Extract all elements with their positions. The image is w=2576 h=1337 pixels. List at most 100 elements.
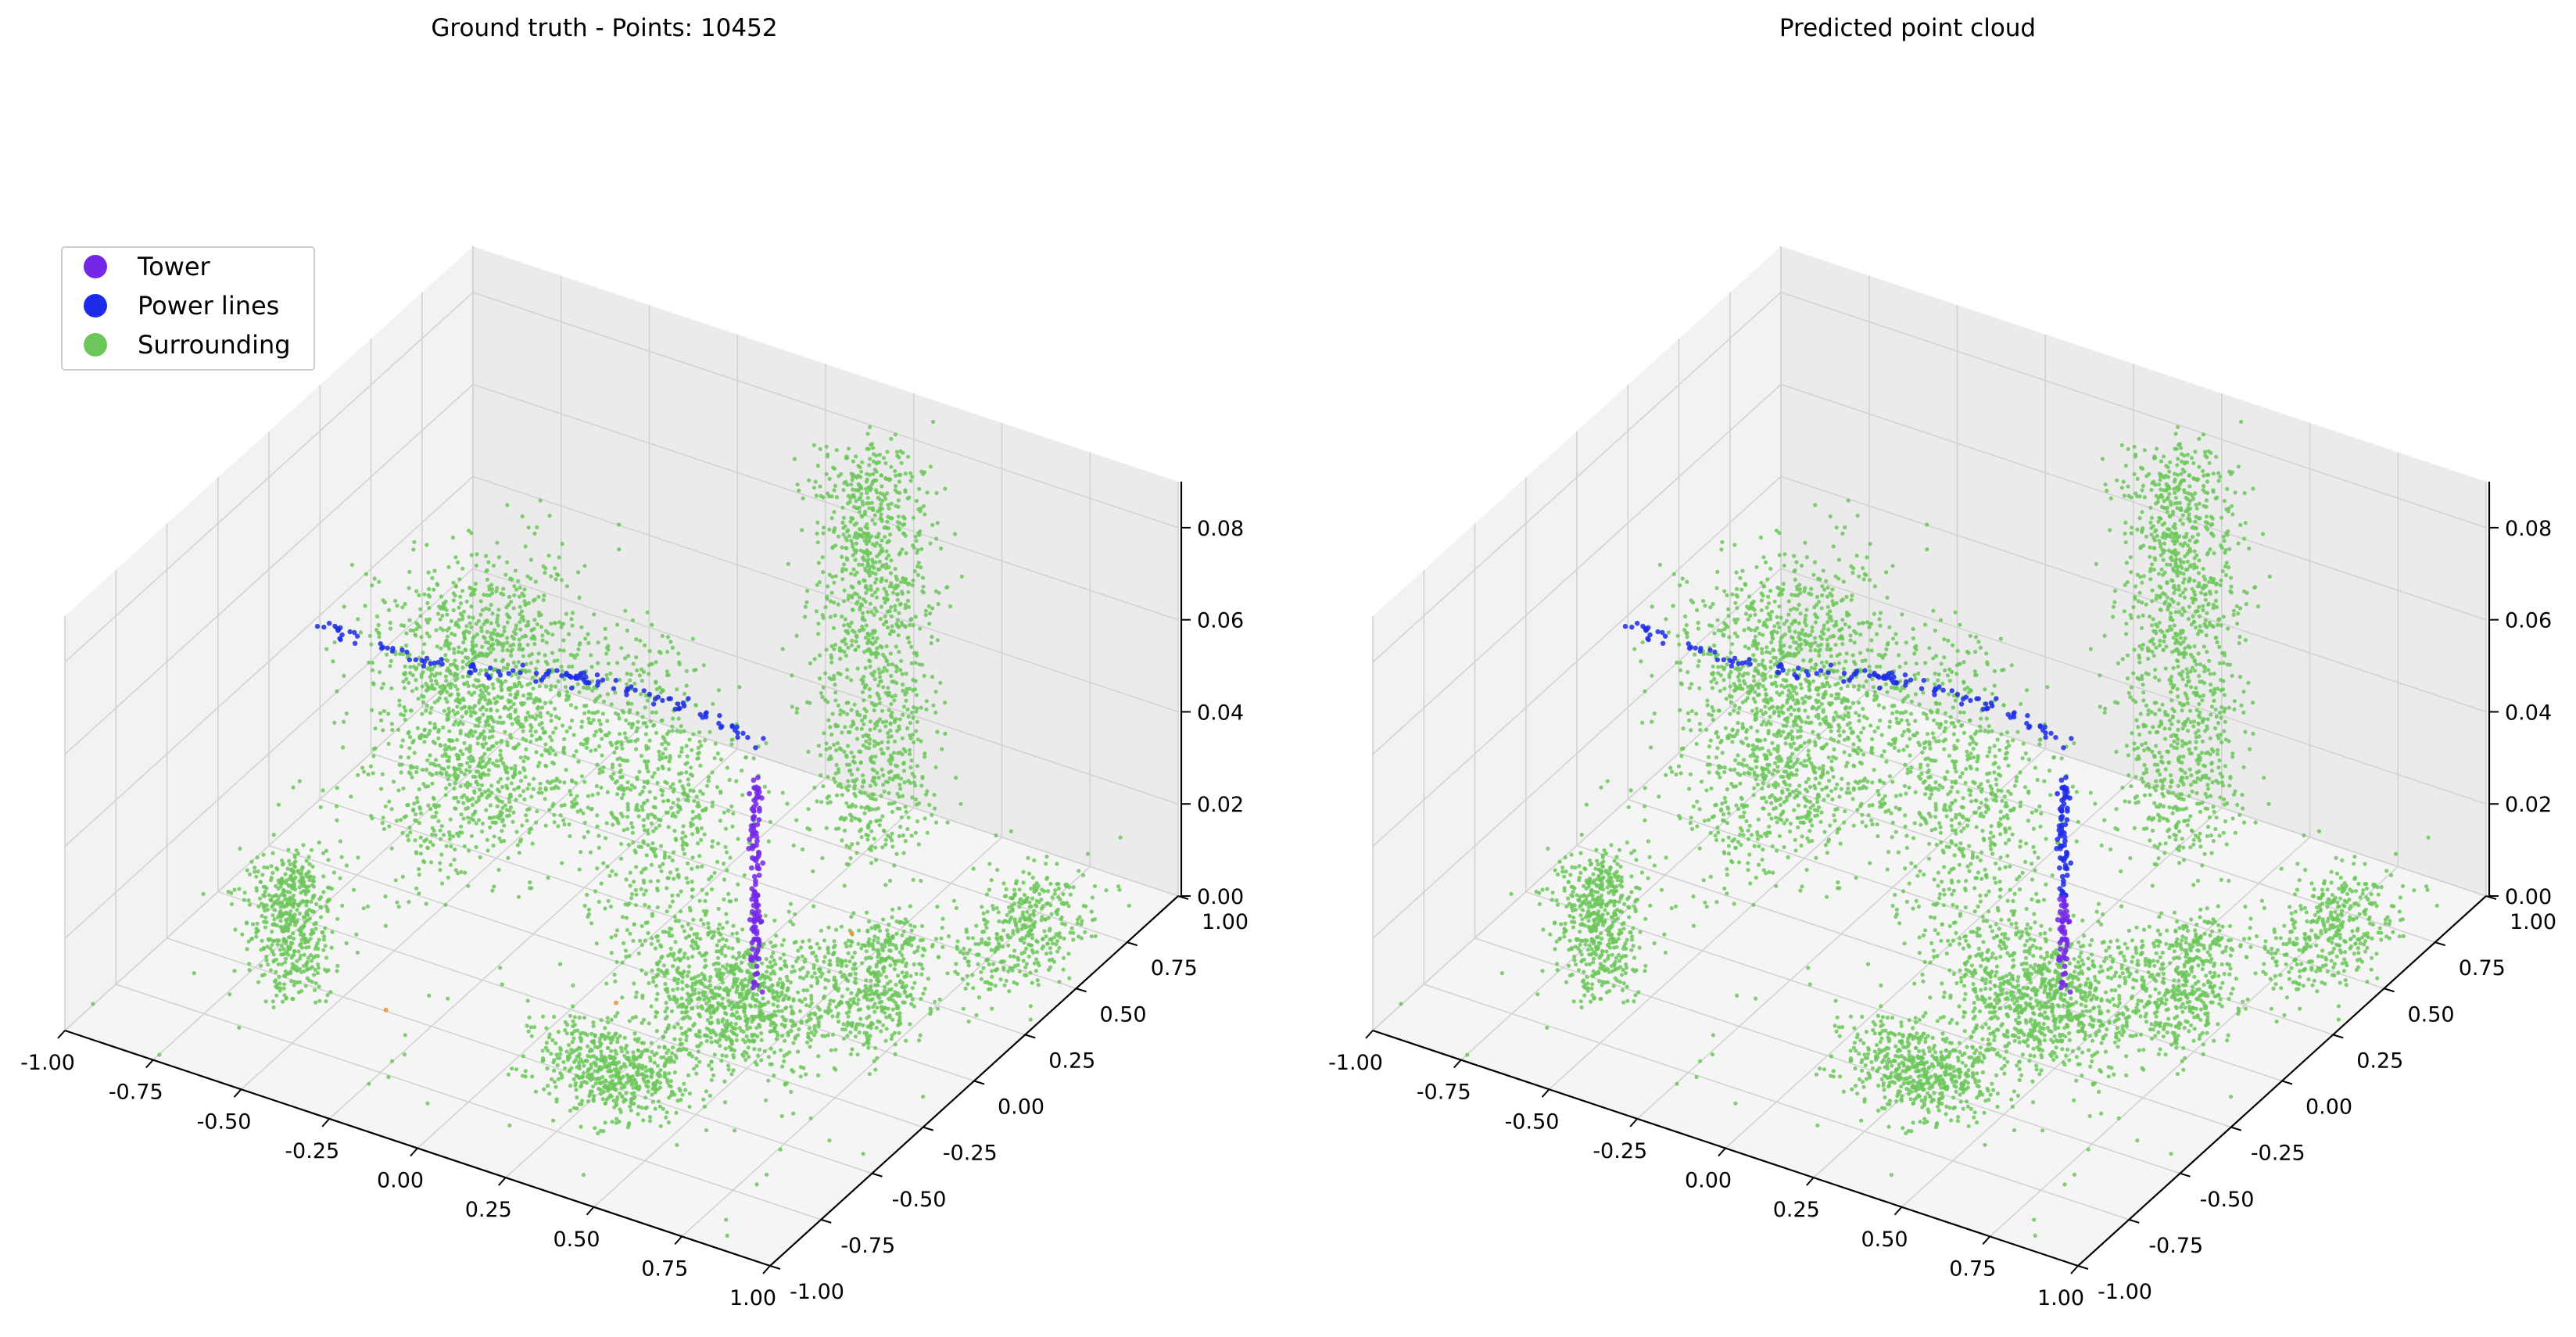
surrounding-point bbox=[275, 982, 280, 987]
surrounding-point bbox=[546, 711, 550, 715]
surrounding-point bbox=[894, 484, 898, 489]
surrounding-point bbox=[894, 577, 900, 582]
surrounding-point bbox=[548, 701, 554, 705]
surrounding-point bbox=[465, 785, 470, 790]
surrounding-point bbox=[665, 1014, 669, 1019]
surrounding-point bbox=[276, 962, 281, 966]
surrounding-point bbox=[711, 1073, 716, 1077]
surrounding-point bbox=[304, 903, 309, 908]
surrounding-point bbox=[304, 858, 309, 863]
surrounding-point bbox=[561, 648, 566, 653]
surrounding-point bbox=[458, 729, 463, 733]
surrounding-point bbox=[893, 694, 897, 698]
surrounding-point bbox=[411, 807, 416, 812]
surrounding-point bbox=[428, 686, 433, 690]
surrounding-point bbox=[890, 694, 894, 699]
surrounding-point bbox=[430, 832, 435, 837]
surrounding-point bbox=[901, 682, 905, 687]
surrounding-point bbox=[507, 796, 511, 801]
surrounding-point bbox=[751, 1039, 756, 1044]
surrounding-point bbox=[815, 540, 820, 545]
surrounding-point bbox=[517, 637, 521, 642]
surrounding-point bbox=[650, 968, 654, 973]
surrounding-point bbox=[288, 895, 292, 900]
surrounding-point bbox=[825, 584, 830, 589]
surrounding-point bbox=[1029, 887, 1034, 891]
surrounding-point bbox=[859, 677, 864, 683]
surrounding-point bbox=[901, 522, 905, 527]
surrounding-point bbox=[873, 845, 878, 850]
surrounding-point bbox=[873, 1045, 878, 1050]
surrounding-point bbox=[1036, 983, 1041, 988]
surrounding-point bbox=[875, 646, 880, 651]
surrounding-point bbox=[860, 460, 865, 464]
surrounding-point bbox=[582, 820, 587, 825]
surrounding-point bbox=[912, 962, 916, 966]
surrounding-point bbox=[879, 604, 883, 609]
surrounding-point bbox=[1069, 926, 1074, 930]
surrounding-point bbox=[288, 941, 293, 945]
surrounding-point bbox=[931, 703, 936, 708]
surrounding-point bbox=[468, 621, 472, 625]
surrounding-point bbox=[890, 838, 894, 843]
surrounding-point bbox=[533, 666, 539, 671]
surrounding-point bbox=[1026, 934, 1031, 938]
surrounding-point bbox=[880, 720, 885, 725]
surrounding-point bbox=[897, 650, 901, 654]
surrounding-point bbox=[867, 568, 872, 573]
surrounding-point bbox=[1001, 928, 1006, 933]
surrounding-point bbox=[538, 498, 543, 503]
surrounding-point bbox=[839, 960, 844, 965]
surrounding-point bbox=[859, 726, 864, 731]
surrounding-point bbox=[840, 994, 844, 998]
surrounding-point bbox=[540, 726, 545, 731]
surrounding-point bbox=[962, 955, 967, 961]
surrounding-point bbox=[445, 612, 450, 617]
surrounding-point bbox=[1019, 936, 1024, 941]
surrounding-point bbox=[591, 718, 596, 722]
surrounding-point bbox=[731, 1068, 736, 1073]
surrounding-point bbox=[915, 548, 920, 553]
surrounding-point bbox=[1032, 909, 1037, 913]
surrounding-point bbox=[1021, 869, 1026, 874]
surrounding-point bbox=[849, 805, 854, 809]
surrounding-point bbox=[769, 1029, 773, 1034]
surrounding-point bbox=[310, 864, 315, 869]
surrounding-point bbox=[729, 1072, 734, 1077]
surrounding-point bbox=[867, 1072, 872, 1077]
surrounding-point bbox=[862, 780, 866, 784]
surrounding-point bbox=[923, 986, 927, 991]
surrounding-point bbox=[884, 579, 889, 583]
surrounding-point bbox=[570, 719, 575, 723]
surrounding-point bbox=[858, 1016, 863, 1021]
surrounding-point bbox=[482, 694, 487, 699]
surrounding-point bbox=[507, 808, 512, 813]
surrounding-point bbox=[419, 635, 424, 640]
surrounding-point bbox=[456, 754, 461, 758]
surrounding-point bbox=[692, 1022, 697, 1027]
surrounding-point bbox=[904, 551, 908, 556]
surrounding-point bbox=[1093, 934, 1098, 938]
surrounding-point bbox=[1089, 909, 1094, 914]
surrounding-point bbox=[545, 661, 550, 666]
surrounding-point bbox=[508, 576, 513, 581]
surrounding-point bbox=[838, 970, 843, 975]
surrounding-point bbox=[438, 672, 442, 676]
surrounding-point bbox=[821, 570, 826, 575]
surrounding-point bbox=[696, 1049, 701, 1054]
surrounding-point bbox=[821, 784, 826, 789]
surrounding-point bbox=[267, 937, 271, 942]
surrounding-point bbox=[836, 1020, 841, 1024]
surrounding-point bbox=[401, 679, 406, 684]
surrounding-point bbox=[772, 996, 776, 1001]
surrounding-point bbox=[898, 787, 903, 791]
surrounding-point bbox=[867, 647, 872, 651]
surrounding-point bbox=[846, 744, 851, 748]
surrounding-point bbox=[675, 986, 680, 991]
surrounding-point bbox=[879, 1029, 883, 1034]
surrounding-point bbox=[878, 516, 883, 521]
surrounding-point bbox=[489, 715, 493, 719]
surrounding-point bbox=[245, 868, 249, 873]
surrounding-point bbox=[889, 604, 894, 610]
surrounding-point bbox=[421, 767, 425, 772]
